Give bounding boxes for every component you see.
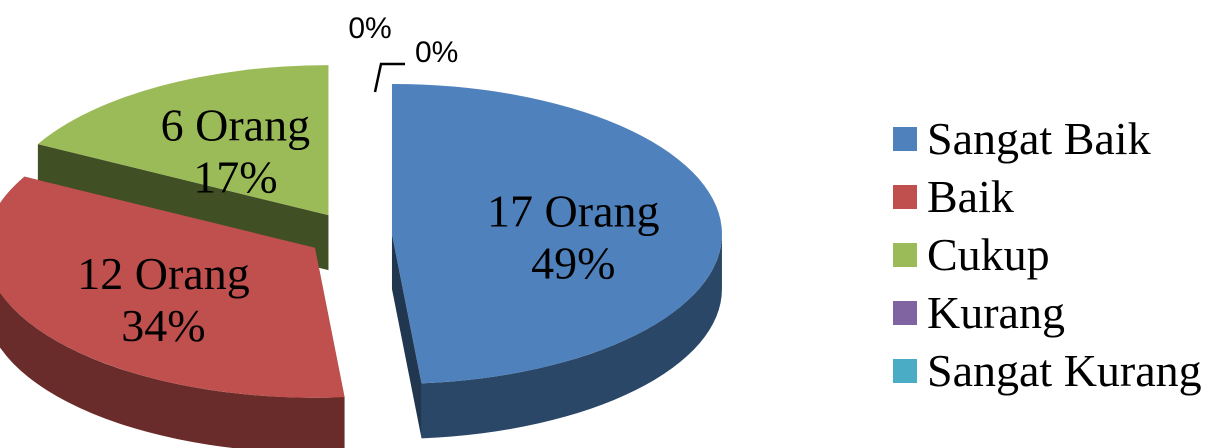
legend-swatch [893,185,917,209]
legend-swatch [893,301,917,325]
slice-side-face [391,233,422,439]
legend-label: Baik [927,171,1014,222]
pie-slice-baik [0,176,345,398]
legend-swatch [893,243,917,267]
legend-swatch [893,359,917,383]
pie-slice-sangat-baik [391,83,722,384]
leader-line [373,62,405,93]
pie-top-layer [0,65,722,398]
data-label-percent: 17% [193,151,277,202]
legend-label: Sangat Kurang [927,345,1202,396]
pie-slice-cukup [37,65,329,216]
legend-item-kurang: Kurang [893,284,1202,342]
legend-item-cukup: Cukup [893,226,1202,284]
legend: Sangat Baik Baik Cukup Kurang Sangat Kur… [893,110,1202,400]
leader-lines [373,62,405,93]
data-label-percent-zero: 0% [415,36,458,69]
legend-swatch [893,127,917,151]
slice-outer-wall [0,292,345,448]
data-label-count: 12 Orang [77,248,249,299]
data-label-percent-zero: 0% [348,12,391,45]
data-label-count: 17 Orang [487,185,659,236]
legend-label: Sangat Baik [927,113,1151,164]
legend-label: Kurang [927,287,1065,338]
data-label-percent: 34% [121,300,205,351]
data-label-count: 6 Orang [161,99,310,150]
legend-item-baik: Baik [893,168,1202,226]
legend-item-sangat-kurang: Sangat Kurang [893,342,1202,400]
data-label-percent: 49% [531,237,615,288]
legend-item-sangat-baik: Sangat Baik [893,110,1202,168]
slice-outer-wall [421,233,722,439]
legend-label: Cukup [927,229,1050,280]
